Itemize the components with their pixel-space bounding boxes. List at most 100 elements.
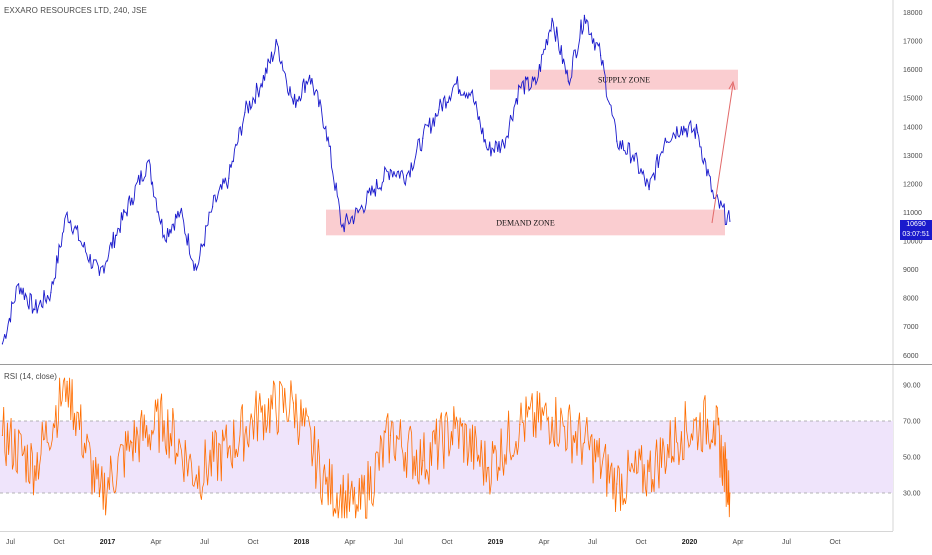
time-tick-label: Apr xyxy=(733,539,745,546)
rsi-point xyxy=(357,510,359,512)
rsi-point xyxy=(1,434,3,436)
price-point xyxy=(357,211,359,214)
chart-title: EXXARO RESOURCES LTD, 240, JSE xyxy=(4,6,147,15)
price-point xyxy=(486,149,488,151)
time-tick-label: Oct xyxy=(636,539,647,546)
rsi-layer xyxy=(0,377,893,519)
price-tick-label: 13000 xyxy=(903,153,923,160)
price-point xyxy=(1,343,3,345)
rsi-point xyxy=(325,483,327,485)
demand-zone-rect xyxy=(326,209,725,236)
time-tick-label: 2018 xyxy=(294,539,310,546)
rsi-point xyxy=(195,474,197,476)
rsi-tick-label: 50.00 xyxy=(903,455,921,462)
price-point xyxy=(34,309,36,311)
time-tick-label: Oct xyxy=(442,539,453,546)
rsi-tick-label: 30.00 xyxy=(903,491,921,498)
zones-layer: SUPPLY ZONE DEMAND ZONE xyxy=(326,69,738,236)
time-tick-label: Jul xyxy=(200,539,209,546)
time-tick-label: Jul xyxy=(6,539,15,546)
time-tick-label: 2020 xyxy=(682,539,698,546)
rsi-title: RSI (14, close) xyxy=(4,372,57,381)
price-point xyxy=(373,189,375,191)
price-point xyxy=(260,83,262,85)
time-tick-label: Apr xyxy=(151,539,163,546)
rsi-point xyxy=(729,492,731,494)
time-tick-label: 2019 xyxy=(488,539,504,546)
supply-zone-rect xyxy=(490,69,738,90)
price-tick-label: 11000 xyxy=(903,210,922,217)
last-price-badge: 10690 xyxy=(900,220,932,230)
price-point xyxy=(535,83,537,85)
time-tick-label: Jul xyxy=(588,539,597,546)
rsi-point xyxy=(583,442,586,444)
price-point xyxy=(406,174,408,176)
time-tick-label: Oct xyxy=(54,539,65,546)
price-point xyxy=(163,234,165,236)
demand-zone-label: DEMAND ZONE xyxy=(496,218,555,227)
rsi-point xyxy=(648,470,650,472)
time-axis: Jul Oct 2017 Apr Jul Oct 2018 Apr Jul Oct 2019 Apr J… xyxy=(6,539,840,546)
price-point xyxy=(519,86,521,88)
time-tick-label: 2017 xyxy=(100,539,116,546)
price-tick-label: 18000 xyxy=(903,10,923,17)
price-point xyxy=(567,80,569,82)
price-point xyxy=(600,54,602,57)
projection-arrow xyxy=(711,80,736,224)
countdown-badge: 03:07:51 xyxy=(900,230,932,240)
price-point xyxy=(438,109,440,111)
price-point xyxy=(454,83,456,85)
price-tick-label: 17000 xyxy=(903,39,923,46)
price-point xyxy=(179,211,181,214)
price-point xyxy=(325,126,327,128)
price-point xyxy=(632,154,634,156)
price-point xyxy=(697,131,699,134)
rsi-point xyxy=(66,380,68,382)
price-tick-label: 14000 xyxy=(903,124,923,131)
price-point xyxy=(292,103,294,105)
price-tick-label: 15000 xyxy=(903,96,923,103)
price-tick-label: 9000 xyxy=(903,267,919,274)
price-point xyxy=(276,43,278,45)
time-tick-label: Apr xyxy=(345,539,357,546)
price-point xyxy=(50,291,52,294)
rsi-point xyxy=(454,427,456,429)
arrow-line xyxy=(711,83,734,224)
supply-zone-label: SUPPLY ZONE xyxy=(598,76,650,85)
rsi-point xyxy=(616,483,618,485)
rsi-point xyxy=(98,496,100,498)
price-point xyxy=(551,17,553,19)
price-tick-label: 16000 xyxy=(903,67,923,74)
price-point xyxy=(729,220,731,222)
time-tick-label: Jul xyxy=(782,539,791,546)
rsi-point xyxy=(519,424,521,426)
time-tick-label: Jul xyxy=(394,539,403,546)
rsi-point xyxy=(34,465,36,467)
price-point xyxy=(664,137,666,139)
price-point xyxy=(713,197,715,199)
price-point xyxy=(583,14,586,16)
price-point xyxy=(470,91,472,94)
price-point xyxy=(195,269,197,271)
price-point xyxy=(18,283,20,285)
price-point xyxy=(389,169,391,171)
price-point xyxy=(309,74,311,76)
price-tick-label: 7000 xyxy=(903,324,919,331)
price-point xyxy=(503,143,505,145)
price-point xyxy=(82,246,84,248)
rsi-tick-label: 70.00 xyxy=(903,419,921,426)
rsi-series-line xyxy=(2,377,731,519)
price-axis: 18000 17000 16000 15000 14000 13000 12000 11000… xyxy=(903,10,923,360)
price-point xyxy=(147,160,149,162)
rsi-tick-label: 90.00 xyxy=(903,383,921,390)
rsi-point xyxy=(228,447,230,449)
price-tick-label: 6000 xyxy=(903,353,919,360)
rsi-point xyxy=(389,434,391,436)
rsi-band xyxy=(0,421,893,493)
price-point xyxy=(115,234,117,236)
price-point xyxy=(228,177,230,179)
rsi-point xyxy=(422,460,424,462)
time-tick-label: Apr xyxy=(539,539,551,546)
